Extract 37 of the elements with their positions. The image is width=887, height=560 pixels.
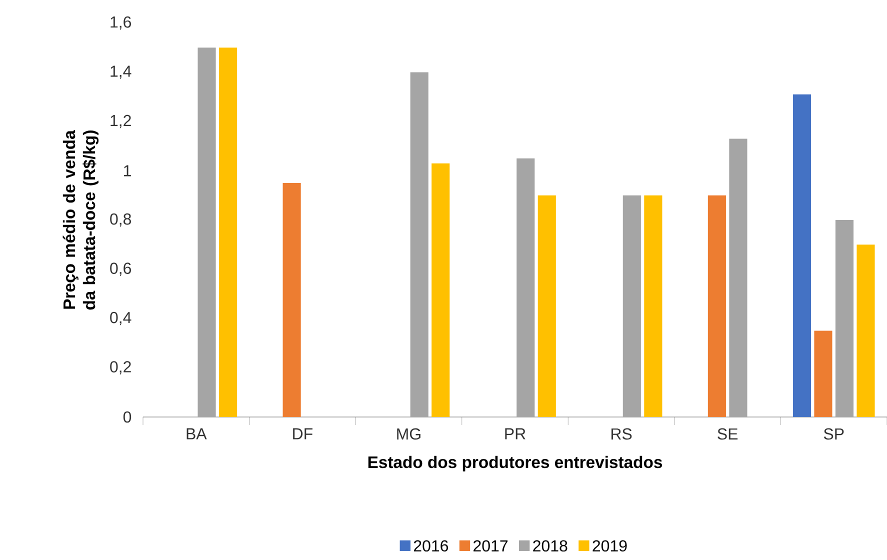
bar [282,183,301,417]
y-tick-label: 1,4 [110,66,132,79]
bar [708,195,726,417]
legend-label: 2017 [474,540,508,552]
y-tick-label: 0,8 [110,213,132,227]
x-axis-title: Estado dos produtores entrevistados [368,456,662,472]
y-tick-label: 1,2 [110,114,131,128]
bar [410,72,428,417]
bar [198,48,216,417]
bar [219,48,238,417]
y-tick-label: 0 [123,411,132,423]
bar [622,195,641,417]
legend-label: 2016 [414,540,448,552]
legend-label: 2018 [533,540,568,552]
y-tick-label: 0,6 [110,262,132,276]
bar [432,163,450,417]
x-tick-label: SE [718,428,738,440]
y-axis-title: Preço médio de venda da batata-doce (R$/kg) [62,130,99,310]
bar [538,195,556,417]
bar [644,195,662,417]
x-tick-label: BA [186,428,207,440]
y-tick-label: 0,4 [110,312,132,326]
bar [835,220,854,417]
bar [856,244,875,417]
bar [814,330,832,417]
bar [729,138,748,417]
y-tick-label: 0,2 [110,361,131,374]
y-tick-label: 1,6 [110,16,132,30]
bar [792,94,812,417]
legend-label: 2019 [592,540,627,552]
x-tick-label: PR [505,428,526,440]
x-tick-label: MG [397,428,420,440]
bar [516,158,535,417]
x-tick-label: DF [293,428,312,440]
x-tick-label: RS [611,428,632,440]
y-tick-label: 1 [124,165,131,176]
x-tick-label: SP [824,428,844,440]
